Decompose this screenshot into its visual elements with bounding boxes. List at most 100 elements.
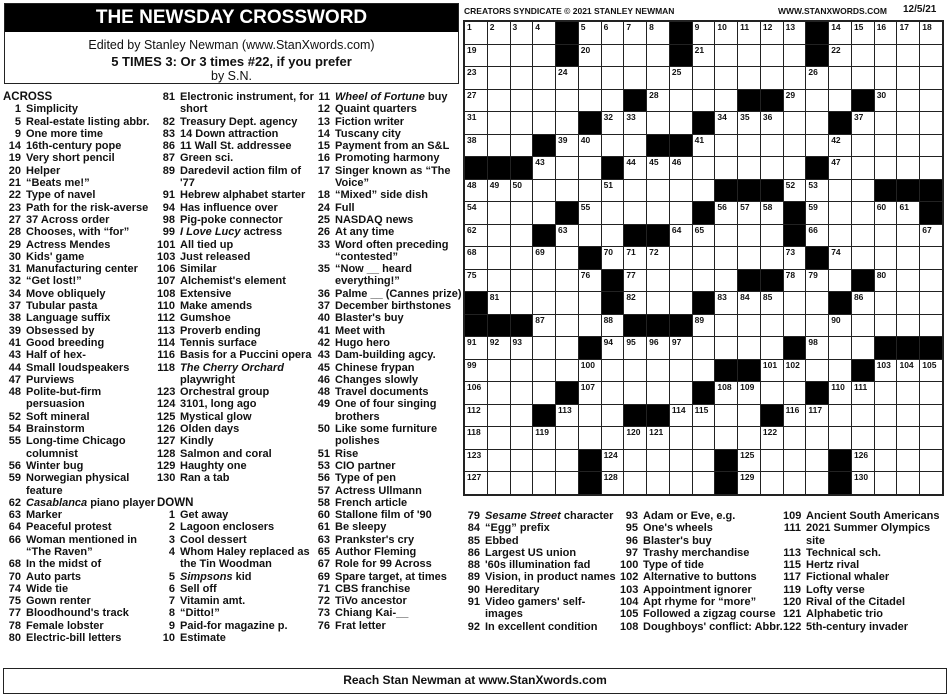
grid-cell[interactable] [669,472,692,494]
grid-cell[interactable]: 93 [510,337,533,359]
grid-cell[interactable]: 83 [715,292,738,314]
clue-item[interactable]: 106 Similar [157,263,317,275]
clue-item[interactable]: 3 Cool dessert [157,534,317,546]
grid-cell[interactable]: 43 [533,157,556,179]
grid-cell[interactable] [692,449,715,472]
clue-item[interactable]: 75 Gown renter [3,595,161,607]
grid-cell[interactable]: 111 [851,382,874,404]
grid-cell[interactable]: 54 [465,202,487,224]
grid-cell[interactable]: 120 [624,427,647,449]
clue-item[interactable]: 104 Apt rhyme for “more” [620,596,785,608]
grid-cell[interactable] [760,472,783,494]
clue-item[interactable]: 105 Followed a zigzag course [620,608,785,620]
grid-cell[interactable]: 73 [783,247,806,269]
clue-item[interactable]: 62 Casablanca piano player [3,497,161,509]
grid-cell[interactable] [874,292,897,314]
clue-item[interactable]: 10 Estimate [157,632,317,644]
clue-item[interactable]: 64 Peaceful protest [3,521,161,533]
clue-item[interactable]: 29 Actress Mendes [3,239,161,251]
grid-cell[interactable] [510,202,533,224]
grid-cell[interactable]: 68 [465,247,487,269]
grid-cell[interactable] [920,472,942,494]
grid-cell[interactable]: 101 [760,359,783,382]
grid-cell[interactable] [692,89,715,112]
clue-item[interactable]: 55 Long-time Chicago columnist [3,435,161,460]
clue-item[interactable]: 76 Frat letter [312,620,464,632]
grid-cell[interactable]: 121 [647,427,669,449]
clue-item[interactable]: 49 One of four singing brothers [312,398,464,423]
clue-item[interactable]: 35 “Now __ heard everything!” [312,263,464,288]
grid-cell[interactable]: 125 [738,449,760,472]
grid-cell[interactable] [692,179,715,202]
grid-cell[interactable] [874,112,897,134]
grid-cell[interactable]: 48 [465,179,487,202]
clue-item[interactable]: 11 Wheel of Fortune buy [312,91,464,103]
grid-cell[interactable] [806,314,829,337]
grid-cell[interactable]: 91 [465,337,487,359]
grid-cell[interactable] [920,134,942,157]
grid-cell[interactable] [578,179,601,202]
grid-cell[interactable] [897,157,920,179]
grid-cell[interactable] [510,112,533,134]
clue-item[interactable]: 63 Prankster's cry [312,534,464,546]
crossword-grid[interactable]: 1 2 3 4 5 6 7 8 9 10 11 12 13 14 15 16 17 18 19 20 21 22 23 24 2… [463,20,944,496]
grid-cell[interactable]: 82 [624,292,647,314]
clue-item[interactable]: 116 Basis for a Puccini opera [157,349,317,361]
grid-cell[interactable] [874,67,897,89]
clue-item[interactable]: 113 Proverb ending [157,325,317,337]
grid-cell[interactable] [760,314,783,337]
grid-cell[interactable] [601,134,624,157]
grid-cell[interactable]: 87 [533,314,556,337]
grid-cell[interactable]: 36 [760,112,783,134]
grid-cell[interactable] [533,112,556,134]
grid-cell[interactable]: 128 [601,472,624,494]
clue-item[interactable]: 98 Pig-poke connector [157,214,317,226]
clue-item[interactable]: 48 Polite-but-firm persuasion [3,386,161,411]
clue-item[interactable]: 27 37 Across order [3,214,161,226]
grid-cell[interactable] [897,292,920,314]
grid-cell[interactable]: 90 [829,314,851,337]
clue-item[interactable]: 130 Ran a tab [157,472,317,484]
grid-cell[interactable]: 123 [465,449,487,472]
grid-cell[interactable] [874,382,897,404]
grid-cell[interactable] [897,404,920,427]
grid-cell[interactable]: 7 [624,22,647,44]
grid-cell[interactable] [851,157,874,179]
clue-item[interactable]: 86 11 Wall St. addressee [157,140,317,152]
grid-cell[interactable] [669,269,692,292]
grid-cell[interactable] [556,292,578,314]
grid-cell[interactable]: 110 [829,382,851,404]
grid-cell[interactable] [487,134,510,157]
grid-cell[interactable] [510,224,533,247]
grid-cell[interactable] [556,269,578,292]
grid-cell[interactable]: 16 [874,22,897,44]
clue-item[interactable]: 125 Mystical glow [157,411,317,423]
grid-cell[interactable]: 72 [647,247,669,269]
grid-cell[interactable]: 103 [874,359,897,382]
grid-cell[interactable] [669,292,692,314]
grid-cell[interactable] [669,112,692,134]
grid-cell[interactable] [556,89,578,112]
clue-item[interactable]: 34 Move obliquely [3,288,161,300]
grid-cell[interactable]: 35 [738,112,760,134]
grid-cell[interactable] [783,67,806,89]
grid-cell[interactable] [556,247,578,269]
clue-item[interactable]: 9 One more time [3,128,161,140]
clue-item[interactable]: 37 Tubular pasta [3,300,161,312]
clue-item[interactable]: 53 CIO partner [312,460,464,472]
grid-cell[interactable] [533,67,556,89]
grid-cell[interactable]: 50 [510,179,533,202]
grid-cell[interactable] [487,67,510,89]
grid-cell[interactable] [578,224,601,247]
clue-item[interactable]: 84 “Egg” prefix [462,522,622,534]
grid-cell[interactable] [510,382,533,404]
grid-cell[interactable] [533,337,556,359]
clue-item[interactable]: 79 Sesame Street character [462,510,622,522]
clue-item[interactable]: 81 Electronic instrument, for short [157,91,317,116]
grid-cell[interactable] [624,472,647,494]
grid-cell[interactable] [897,89,920,112]
grid-cell[interactable] [601,224,624,247]
grid-cell[interactable] [897,314,920,337]
grid-cell[interactable]: 113 [556,404,578,427]
grid-cell[interactable] [760,134,783,157]
